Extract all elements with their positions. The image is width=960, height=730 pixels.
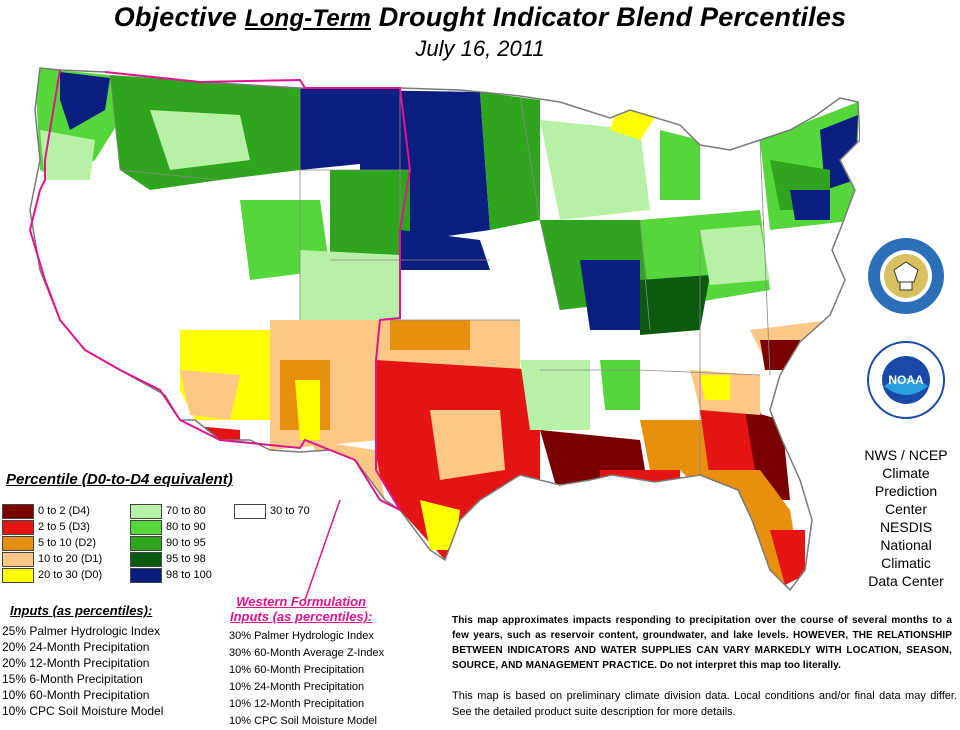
region-west-virginia	[700, 225, 770, 285]
disclaimer-secondary: This map is based on preliminary climate…	[452, 690, 957, 718]
legend-swatch	[130, 552, 162, 567]
western-inputs-list: 30% Palmer Hydrologic Index 30% 60-Month…	[229, 628, 384, 730]
region-wyoming-east	[330, 170, 410, 260]
map-title: Objective Long-Term Drought Indicator Bl…	[0, 2, 960, 33]
noaa-seal-label: NOAA	[888, 373, 924, 387]
nws-credit: NWS / NCEP Climate Prediction Center	[852, 446, 960, 518]
title-part-3: Drought Indicator Blend Percentiles	[371, 2, 847, 32]
region-georgia-north	[700, 375, 730, 400]
region-wisconsin	[540, 120, 650, 220]
input-item: 10% 60-Month Precipitation	[2, 688, 150, 702]
region-minnesota	[480, 92, 540, 230]
inputs-title: Inputs (as percentiles):	[10, 603, 153, 618]
legend-label: 5 to 10 (D2)	[38, 537, 97, 549]
us-drought-map	[28, 67, 860, 601]
legend-title: Percentile (D0-to-D4 equivalent)	[6, 471, 233, 488]
nws-line: Prediction	[874, 483, 938, 499]
legend-swatch	[130, 520, 162, 535]
western-input-item: 30% Palmer Hydrologic Index	[229, 630, 374, 642]
region-colorado	[300, 250, 400, 320]
legend-label: 2 to 5 (D3)	[38, 521, 90, 533]
western-input-item: 10% 24-Month Precipitation	[229, 681, 365, 693]
region-arizona-south	[180, 370, 240, 420]
western-input-item: 10% 12-Month Precipitation	[229, 698, 365, 710]
region-louisiana	[540, 430, 650, 500]
legend-swatch	[2, 504, 34, 519]
legend-swatch	[130, 536, 162, 551]
commerce-seal-icon	[868, 238, 944, 314]
nesdis-credit: NESDIS National Climatic Data Center	[852, 518, 960, 590]
input-item: 20% 24-Month Precipitation	[2, 640, 150, 654]
western-input-item: 10% CPC Soil Moisture Model	[229, 715, 377, 727]
input-item: 20% 12-Month Precipitation	[2, 656, 150, 670]
region-washington-cascades	[60, 72, 110, 130]
legend-swatch	[2, 552, 34, 567]
region-oklahoma-panhandle	[390, 320, 470, 350]
nesdis-line: Climatic	[881, 555, 931, 571]
western-formulation-boundary	[28, 69, 412, 513]
legend-swatch	[2, 536, 34, 551]
map-date: July 16, 2011	[415, 36, 545, 61]
legend-label: 0 to 2 (D4)	[38, 505, 90, 517]
region-florida-south	[770, 530, 805, 585]
region-mississippi-valley	[580, 260, 640, 330]
western-formulation-title: Western Formulation Inputs (as percentil…	[230, 594, 372, 624]
legend-label: 98 to 100	[166, 569, 212, 581]
legend-label: 20 to 30 (D0)	[38, 569, 103, 581]
input-item: 10% CPC Soil Moisture Model	[2, 704, 164, 718]
us-outline	[29, 67, 860, 592]
legend-swatch	[130, 568, 162, 583]
legend-label: 80 to 90	[166, 521, 206, 533]
region-michigan	[660, 130, 700, 200]
region-pennsylvania-east	[790, 190, 830, 220]
nws-line: Climate	[882, 465, 930, 481]
region-new-mexico-south	[295, 380, 320, 440]
region-oregon	[40, 130, 95, 180]
region-kentucky-indiana	[640, 275, 710, 335]
legend-swatch	[2, 568, 34, 583]
legend-label: 90 to 95	[166, 537, 206, 549]
input-item: 25% Palmer Hydrologic Index	[2, 624, 161, 638]
inputs-list: 25% Palmer Hydrologic Index 20% 24-Month…	[2, 623, 163, 719]
region-montana-west	[150, 110, 250, 170]
legend-label: 10 to 20 (D1)	[38, 553, 103, 565]
legend-swatch	[130, 504, 162, 519]
region-texas-south	[420, 500, 460, 550]
region-tennessee	[600, 360, 640, 410]
nesdis-line: National	[880, 537, 932, 553]
legend-swatch	[2, 520, 34, 535]
title-part-1: Objective	[113, 2, 245, 32]
region-arkansas	[520, 360, 590, 430]
western-title-line-1: Western Formulation	[236, 594, 367, 609]
legend-label: 30 to 70	[270, 505, 310, 517]
nws-line: NWS / NCEP	[864, 447, 948, 463]
region-texas-central	[430, 410, 505, 480]
legend-swatch	[234, 504, 266, 519]
title-long-term: Long-Term	[244, 5, 371, 32]
western-callout-line	[304, 499, 341, 601]
nws-line: Center	[884, 501, 928, 517]
western-input-item: 10% 60-Month Precipitation	[229, 664, 365, 676]
noaa-seal-icon: NOAA	[867, 341, 945, 419]
disclaimer-main: This map approximates impacts responding…	[452, 615, 952, 671]
nesdis-line: Data Center	[868, 573, 944, 589]
nesdis-line: NESDIS	[879, 519, 933, 535]
legend-label: 70 to 80	[166, 505, 206, 517]
western-input-item: 30% 60-Month Average Z-Index	[229, 647, 385, 659]
western-title-line-2: Inputs (as percentiles):	[230, 609, 373, 624]
region-nc-piedmont	[760, 340, 800, 370]
legend-label: 95 to 98	[166, 553, 206, 565]
input-item: 15% 6-Month Precipitation	[2, 672, 143, 686]
